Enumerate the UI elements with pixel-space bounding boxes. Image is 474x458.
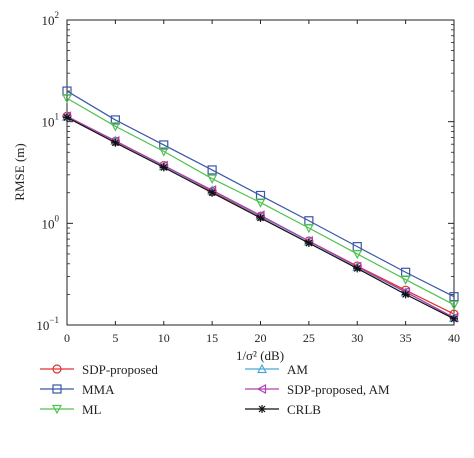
data-point-marker <box>304 239 313 248</box>
data-point-marker <box>110 115 120 125</box>
x-tick-label: 35 <box>400 331 412 345</box>
data-point-marker <box>207 165 217 175</box>
series-layer <box>61 86 459 323</box>
axis-ticks: 0 5 10 15 20 25 30 35 40 10−1 100 101 102 <box>36 10 460 345</box>
x-tick-label: 40 <box>448 331 460 345</box>
legend-item: MMA <box>40 382 115 397</box>
data-point-marker <box>352 249 363 260</box>
data-point-marker <box>449 300 459 311</box>
data-point-marker <box>158 147 169 157</box>
data-point-marker <box>159 140 169 150</box>
legend-label: SDP-proposed, AM <box>287 382 390 397</box>
y-axis-label: RMSE (m) <box>12 143 27 200</box>
x-tick-label: 15 <box>206 331 218 345</box>
legend-item: SDP-proposed <box>40 362 158 377</box>
legend: SDP-proposed MMA ML AM SDP-proposed, AM CRLB <box>40 362 390 417</box>
series-2 <box>62 94 459 311</box>
data-point-marker <box>450 314 458 323</box>
plot-area-frame <box>66 19 455 326</box>
x-tick-label: 5 <box>112 331 118 345</box>
legend-label: SDP-proposed <box>82 362 158 377</box>
legend-marker <box>256 384 267 394</box>
y-tick-label: 10−1 <box>36 315 59 333</box>
series-1 <box>62 86 459 302</box>
x-tick-label: 20 <box>255 331 267 345</box>
data-point-marker <box>256 213 265 222</box>
x-tick-label: 25 <box>303 331 315 345</box>
data-point-marker <box>63 113 71 122</box>
series-line <box>66 97 455 306</box>
data-point-marker <box>208 188 217 197</box>
series-5 <box>63 113 458 323</box>
data-point-marker <box>353 264 362 273</box>
legend-label: AM <box>287 362 308 377</box>
x-axis-label: 1/σ² (dB) <box>236 348 284 363</box>
x-tick-label: 0 <box>64 331 70 345</box>
legend-item: ML <box>40 402 102 417</box>
y-tick-label: 100 <box>42 213 60 231</box>
legend-marker <box>257 363 267 374</box>
data-point-marker <box>62 94 72 104</box>
data-point-marker <box>159 163 168 172</box>
legend-item: AM <box>245 362 308 377</box>
legend-label: MMA <box>82 382 115 397</box>
data-point-marker <box>401 290 410 299</box>
data-point-marker <box>255 198 266 208</box>
data-point-marker <box>110 122 121 132</box>
x-tick-label: 30 <box>351 331 363 345</box>
y-tick-label: 101 <box>42 112 60 130</box>
x-tick-label: 10 <box>158 331 170 345</box>
data-point-marker <box>303 223 314 234</box>
legend-item: CRLB <box>245 402 321 417</box>
data-point-marker <box>111 138 120 147</box>
legend-marker <box>52 364 62 374</box>
data-point-marker <box>207 174 218 184</box>
legend-label: ML <box>82 402 102 417</box>
legend-item: SDP-proposed, AM <box>245 382 390 397</box>
legend-marker <box>52 384 62 394</box>
legend-label: CRLB <box>287 402 321 417</box>
data-point-marker <box>400 275 411 285</box>
legend-marker <box>258 405 266 413</box>
legend-marker <box>52 404 62 415</box>
series-line <box>66 90 455 298</box>
data-point-marker <box>449 292 459 302</box>
y-tick-label: 102 <box>42 10 60 28</box>
